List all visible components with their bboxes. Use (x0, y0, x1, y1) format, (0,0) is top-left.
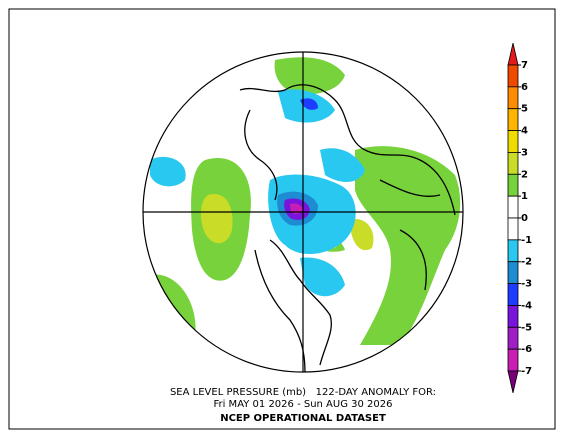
coastlines (239, 84, 456, 372)
negative-area (150, 156, 186, 187)
colorbar-label: 6 (521, 82, 528, 93)
colorbar-label: 7 (521, 60, 528, 71)
negative-area (300, 257, 345, 297)
colorbar-label: 4 (521, 126, 528, 137)
colorbar-bin (507, 64, 519, 88)
colorbar-arrow (507, 370, 519, 393)
colorbar-bin (507, 195, 519, 219)
colorbar-label: -4 (521, 300, 532, 311)
colorbar-label: 2 (521, 169, 528, 180)
negative-area (300, 98, 318, 110)
date-range: Fri MAY 01 2026 - Sun AUG 30 2026 (213, 399, 392, 410)
colorbar-bin (507, 326, 519, 350)
positive-area (274, 57, 345, 95)
colorbar-bin (507, 152, 519, 175)
positive-area (350, 219, 374, 251)
colorbar-bin (507, 239, 519, 263)
colorbar-bin (507, 86, 519, 110)
colorbar-label: 5 (521, 104, 528, 115)
colorbar-bin (507, 348, 519, 372)
data-source: NCEP OPERATIONAL DATASET (220, 413, 386, 424)
colorbar-label: -7 (521, 366, 532, 377)
colorbar-label: -6 (521, 344, 532, 355)
map (142, 51, 464, 373)
colorbar-bin (507, 173, 519, 197)
negative-area (290, 203, 303, 215)
colorbar-label: 1 (521, 191, 528, 202)
colorbar-bin (507, 283, 519, 306)
colorbar-label: 3 (521, 147, 528, 158)
positive-area (200, 194, 233, 244)
map-title: SEA LEVEL PRESSURE (mb) 122-DAY ANOMALY … (170, 387, 436, 398)
colorbar-bin (507, 217, 519, 241)
colorbar-bin (507, 130, 519, 153)
colorbar-label: -3 (521, 279, 532, 290)
colorbar: 7 6 5 4 3 2 1 0 -1 -2 -3 -4 -5 -6 -7 (507, 43, 532, 393)
colorbar-label: -5 (521, 322, 532, 333)
colorbar-label: -1 (521, 235, 532, 246)
colorbar-bin (507, 261, 519, 284)
colorbar-label: 0 (521, 213, 528, 224)
colorbar-bin (507, 305, 519, 328)
negative-area (320, 148, 365, 182)
colorbar-bin (507, 108, 519, 131)
colorbar-label: -2 (521, 257, 532, 268)
